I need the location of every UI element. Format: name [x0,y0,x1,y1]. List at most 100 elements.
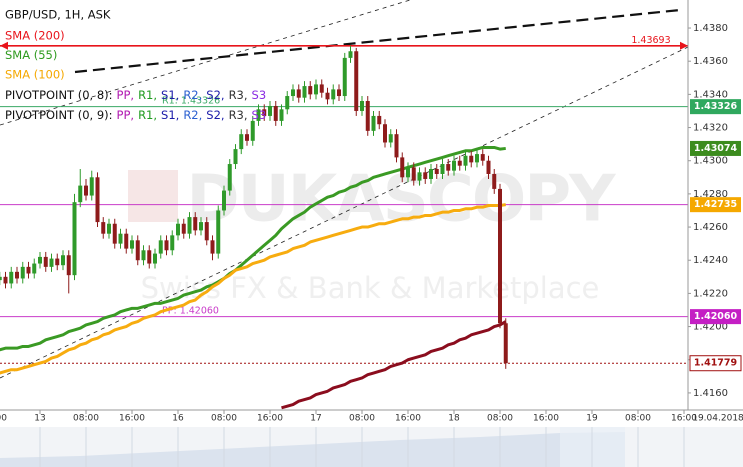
candle-body [239,134,244,150]
x-tick-label: 16:00 [533,414,559,424]
candle-body [158,240,163,254]
candle-body [486,160,491,174]
candle-body [78,185,83,203]
candle-body [49,258,54,267]
sma-line [281,320,507,410]
candle-body [164,240,169,251]
candle-body [475,154,479,163]
candle-body [9,271,14,284]
candle-body [199,222,203,231]
sma-line [0,203,506,375]
plot-area: DUKASCOPY Swiss FX & Bank & Marketplace … [0,0,688,410]
pivot-legend-name: PIVOTPOINT (0, 9): [5,108,113,122]
candle-body [354,51,359,111]
candle-body [337,89,341,97]
candle-body [342,57,347,97]
level-label: R1: 1.43326 [162,95,220,106]
candle-body [394,134,399,158]
candle-body [463,155,468,166]
level-value: 1.43326 [181,95,220,106]
candle-body [26,266,31,274]
price-tag [689,355,742,372]
legend-item: SMA (100) [5,68,65,82]
candle-body [0,276,2,281]
y-tick-label: 1.4360 [693,56,728,67]
trendline [74,8,681,74]
candle-body [302,86,307,98]
candle-body [124,233,129,249]
candle-body [55,258,60,266]
price-tag [690,197,741,213]
candle-body [365,101,370,131]
candle-body [38,256,42,264]
candle-body [331,89,336,100]
legend-item: SMA (200) [5,29,65,43]
candle-body [181,223,186,234]
y-tick-label: 1.4340 [693,89,728,100]
y-tick-label: 1.4220 [693,288,728,299]
level-value: 1.42060 [180,305,219,316]
pivot-legend-part: R3, [229,108,248,122]
candle-body [233,149,238,165]
price-tag [690,309,741,325]
candle-body [423,172,428,179]
candle-body [348,51,353,58]
x-tick-label: 08:00 [73,414,99,424]
candle-body [279,109,284,121]
instrument-label: GBP/USD, 1H, ASK [5,8,111,22]
y-tick-label: 1.4260 [693,222,728,233]
candle-body [107,223,111,234]
candle-body [153,253,157,264]
price-tag [690,99,741,115]
sma-line [0,145,506,352]
y-tick-label: 1.4320 [693,123,728,134]
candle-body [360,101,364,111]
candle-body [434,169,439,174]
candle-body [3,276,8,284]
level-value: 1.43693 [631,34,670,45]
x-tick-label: 19 [586,414,598,424]
candle-body [377,115,382,125]
candle-body [411,167,416,181]
x-tick-label: 16:00 [395,414,421,424]
pivot-legend-part: R1, [138,88,157,102]
candle-body [187,217,192,234]
price-tag [690,140,741,156]
candle-body [130,240,134,249]
y-tick-label: 1.4300 [693,156,728,167]
y-tick-label: 1.4380 [693,23,728,34]
x-tick-label: 16:00 [119,414,145,424]
candle-body [262,109,267,116]
candle-body [452,160,456,171]
candle-body [176,223,180,236]
y-tick-label: 1.4240 [693,255,728,266]
x-tick-label: 18 [448,414,460,424]
candle-body [141,250,146,261]
candle-body [222,190,226,211]
candle-body [446,164,451,171]
candle-body [170,235,175,251]
level-label: 1.43693 [631,34,670,45]
pivot-legend: PIVOTPOINT (0, 8): PP, R1, S1, R2, S2, R3, S3 [5,88,266,102]
legend-item: SMA (55) [5,48,57,62]
level-arrow [680,41,688,50]
candle-body [325,92,330,100]
pivot-legend-part: R1, [138,108,157,122]
x-tick-label: 16:00 [671,414,697,424]
candle-body [480,154,485,161]
candle-body [227,164,232,191]
candle-body [204,222,209,241]
price-tag-label: 1.43326 [694,101,738,112]
candle-body [429,169,433,179]
candle-body [66,255,71,276]
candle-body [147,250,152,264]
price-tag-label: 1.41779 [694,358,737,369]
watermark-tagline: Swiss FX & Bank & Marketplace [141,271,600,305]
candle-body [32,263,37,274]
y-tick-label: 1.4200 [693,322,728,333]
candle-body [193,217,198,231]
x-tick-label: 08:00 [349,414,375,424]
candle-body [95,177,100,223]
x-tick-label: 16:00 [0,414,7,424]
